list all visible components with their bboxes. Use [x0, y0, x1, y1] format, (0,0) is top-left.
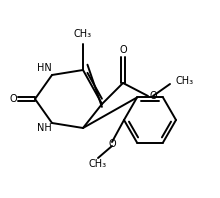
Text: O: O: [149, 91, 157, 101]
Text: NH: NH: [37, 123, 51, 133]
Text: O: O: [9, 94, 17, 104]
Text: CH₃: CH₃: [74, 29, 92, 39]
Text: O: O: [108, 139, 116, 149]
Text: O: O: [119, 45, 127, 55]
Text: CH₃: CH₃: [89, 159, 107, 169]
Text: HN: HN: [37, 63, 51, 73]
Text: CH₃: CH₃: [175, 76, 193, 86]
